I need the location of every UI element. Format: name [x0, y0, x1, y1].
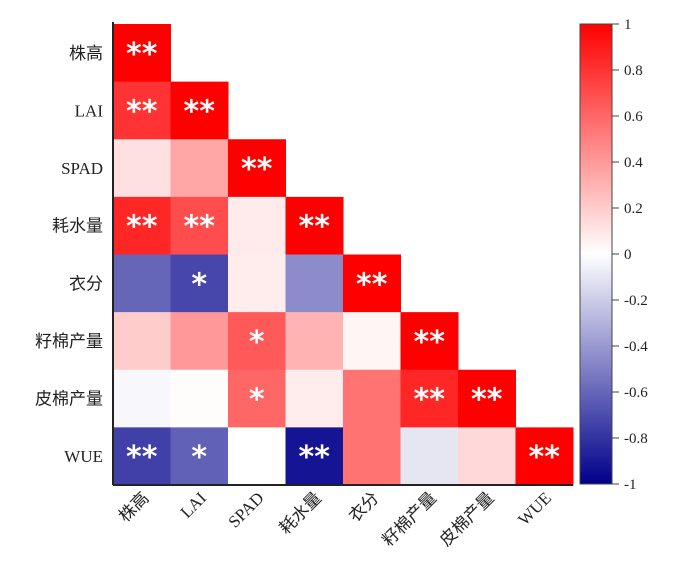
colorbar-tick-label: 0.8: [624, 63, 643, 79]
heatmap-cell: [113, 254, 171, 313]
heatmap-cell: [113, 81, 171, 140]
heatmap-cell: [170, 196, 229, 255]
heatmap-cell: [343, 369, 401, 428]
heatmap-cell: [343, 312, 401, 371]
significance-marker: **: [414, 383, 446, 418]
heatmap-cell: [170, 81, 229, 140]
y-tick-label: SPAD: [61, 159, 103, 178]
x-tick-label: LAI: [177, 488, 211, 522]
y-tick-label: 皮棉产量: [35, 390, 103, 409]
heatmap-cell: [228, 196, 286, 255]
heatmap-cell: [113, 139, 171, 198]
colorbar-tick-label: 0.2: [624, 201, 643, 217]
significance-marker: **: [184, 94, 216, 129]
heatmap-cell: [285, 312, 344, 371]
heatmap-cell: [400, 427, 459, 486]
x-tick-label: 衣分: [345, 488, 382, 525]
significance-marker: **: [529, 440, 561, 475]
significance-marker: **: [126, 210, 158, 245]
y-tick-label: 株高: [69, 44, 103, 63]
x-tick-label: SPAD: [225, 488, 268, 531]
colorbar-tick-label: -0.6: [624, 385, 648, 401]
colorbar-tick-label: -0.4: [624, 339, 648, 355]
heatmap-cell: [170, 139, 229, 198]
heatmap-cell: [228, 139, 286, 198]
x-tick-label: WUE: [514, 488, 555, 529]
heatmap-cells: **** ****** ** *** *** *** ** **** * ** **: [113, 24, 574, 486]
significance-marker: **: [471, 383, 503, 418]
heatmap-cell: [113, 369, 171, 428]
x-tick-label: 籽棉产量: [379, 488, 441, 550]
heatmap-cell: [170, 369, 229, 428]
heatmap-cell: [113, 196, 171, 255]
y-tick-label: 衣分: [69, 274, 103, 293]
heatmap-cell: [343, 254, 401, 313]
significance-marker: **: [184, 210, 216, 245]
heatmap-cell: [228, 312, 286, 371]
heatmap-cell: [285, 254, 344, 313]
heatmap-cell: [285, 369, 344, 428]
heatmap-cell: [170, 254, 229, 313]
significance-marker: **: [126, 37, 158, 72]
heatmap-cell: [400, 312, 459, 371]
colorbar: 1 0.8 0.6 0.4 0.2 0 -0.2 -0.4 -0.6 -0.8 -1: [579, 17, 648, 493]
significance-marker: *: [249, 383, 265, 418]
significance-marker: **: [299, 210, 331, 245]
colorbar-tick-label: 0.6: [624, 109, 643, 125]
significance-marker: **: [414, 325, 446, 360]
colorbar-tick-label: -0.2: [624, 293, 648, 309]
colorbar-tick-label: -1: [624, 477, 637, 493]
heatmap-cell: [228, 369, 286, 428]
colorbar-gradient: [579, 23, 613, 485]
y-tick-label: 耗水量: [52, 217, 103, 236]
x-tick-label: 耗水量: [276, 488, 325, 537]
significance-marker: **: [356, 267, 388, 302]
heatmap-cell: [113, 427, 171, 486]
significance-marker: **: [299, 440, 331, 475]
y-tick-label: WUE: [64, 447, 103, 466]
colorbar-tick-label: 0: [624, 247, 632, 263]
significance-marker: *: [191, 267, 207, 302]
colorbar-tick-label: -0.8: [624, 431, 648, 447]
heatmap-cell: [400, 369, 459, 428]
x-tick-label: 株高: [115, 488, 152, 525]
significance-marker: **: [126, 440, 158, 475]
heatmap-cell: [113, 24, 171, 83]
y-tick-label: LAI: [75, 101, 104, 120]
heatmap-cell: [285, 427, 344, 486]
heatmap-cell: [458, 427, 516, 486]
significance-marker: *: [191, 440, 207, 475]
heatmap-cell: [285, 196, 344, 255]
heatmap-cell: [170, 312, 229, 371]
heatmap-cell: [515, 427, 574, 486]
x-tick-label: 皮棉产量: [436, 488, 498, 550]
heatmap-cell: [458, 369, 516, 428]
significance-marker: **: [241, 152, 273, 187]
heatmap-cell: [343, 427, 401, 486]
significance-marker: *: [249, 325, 265, 360]
y-tick-label: 籽棉产量: [35, 332, 103, 351]
significance-marker: **: [126, 94, 158, 129]
colorbar-tick-label: 0.4: [624, 155, 643, 171]
heatmap-cell: [228, 427, 286, 486]
colorbar-tick-label: 1: [624, 17, 632, 33]
heatmap-cell: [170, 427, 229, 486]
heatmap-cell: [228, 254, 286, 313]
heatmap-cell: [113, 312, 171, 371]
